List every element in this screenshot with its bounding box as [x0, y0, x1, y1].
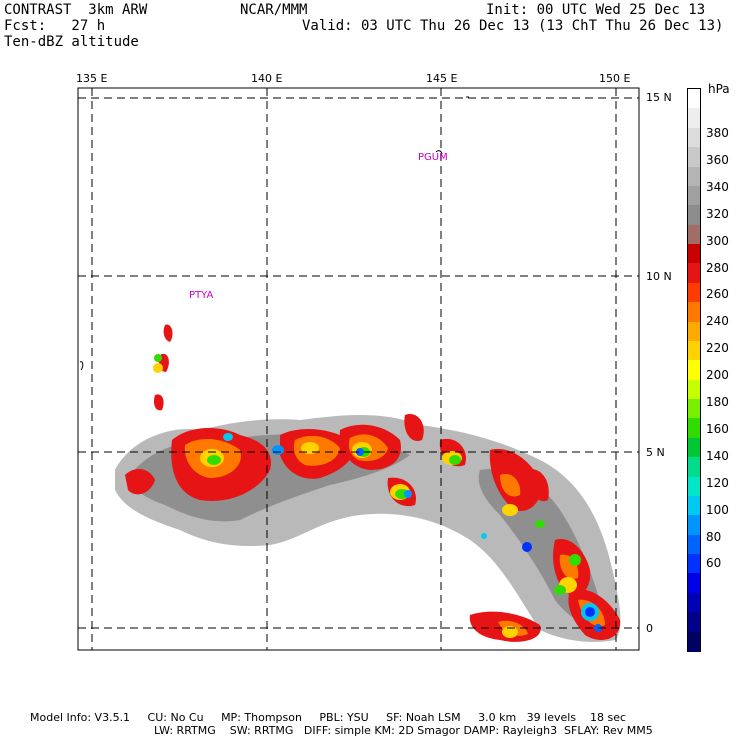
model-info-line2: LW: RRTMG SW: RRTMG DIFF: simple KM: 2D …	[154, 724, 653, 737]
colorbar-label: 300	[706, 233, 729, 248]
colorbar-label: 140	[706, 448, 729, 463]
colorbar-segment	[688, 495, 700, 516]
colorbar-label: 100	[706, 502, 729, 517]
model-title: CONTRAST 3km ARW	[4, 2, 148, 18]
colorbar-segment	[688, 573, 700, 594]
colorbar-segment	[688, 379, 700, 400]
colorbar-segment	[688, 127, 700, 148]
colorbar-segment	[688, 185, 700, 206]
colorbar-segment	[688, 612, 700, 633]
station-label-ptya: PTYA	[189, 290, 214, 301]
colorbar-segment	[688, 224, 700, 245]
colorbar-segment	[688, 515, 700, 536]
cloud-green-cores	[154, 354, 581, 595]
colorbar-segment	[688, 592, 700, 613]
colorbar-label: 320	[706, 206, 729, 221]
lat-label-5n: 5 N	[646, 446, 665, 459]
colorbar-segment	[688, 244, 700, 265]
colorbar-label: 120	[706, 475, 729, 490]
colorbar-label: 200	[706, 368, 729, 383]
lon-label-135: 135 E	[76, 72, 108, 85]
colorbar-label: 340	[706, 179, 729, 194]
colorbar-segment	[688, 360, 700, 381]
field-name: Ten-dBZ altitude	[4, 34, 139, 50]
lat-label-0: 0	[646, 622, 653, 635]
colorbar-segment	[688, 340, 700, 361]
colorbar-segment	[688, 476, 700, 497]
colorbar-segment	[688, 282, 700, 303]
colorbar-segment	[688, 108, 700, 129]
colorbar-segment	[688, 457, 700, 478]
station-label-pgum: PGUM	[418, 152, 448, 163]
colorbar-segment	[688, 554, 700, 575]
colorbar-label: 240	[706, 314, 729, 329]
coastline	[79, 96, 469, 371]
colorbar-segment	[688, 399, 700, 420]
colorbar-segment	[688, 437, 700, 458]
colorbar-label: 160	[706, 421, 729, 436]
init-time: Init: 00 UTC Wed 25 Dec 13	[486, 2, 706, 18]
colorbar-unit: hPa	[708, 82, 730, 96]
organization: NCAR/MMM	[240, 2, 308, 18]
colorbar-label: 180	[706, 395, 729, 409]
colorbar-segment	[688, 321, 700, 342]
colorbar-label: 220	[706, 341, 729, 356]
lon-label-140: 140 E	[251, 72, 283, 85]
colorbar-label: 60	[706, 556, 722, 571]
colorbar-segment	[688, 631, 700, 652]
colorbar-label: 380	[706, 126, 729, 140]
valid-time: Valid: 03 UTC Thu 26 Dec 13 (13 ChT Thu …	[302, 18, 724, 34]
colorbar-segment	[688, 89, 700, 109]
colorbar-segment	[688, 147, 700, 168]
lon-label-145: 145 E	[426, 72, 458, 85]
colorbar-label: 260	[706, 287, 729, 302]
latlon-grid	[78, 88, 639, 650]
colorbar-label: 80	[706, 529, 722, 544]
lon-label-150: 150 E	[599, 72, 631, 85]
colorbar-segment	[688, 302, 700, 323]
colorbar-label: 360	[706, 152, 729, 167]
colorbar-segment	[688, 534, 700, 555]
map-frame	[77, 87, 640, 651]
colorbar-segment	[688, 205, 700, 226]
colorbar-segment	[688, 166, 700, 187]
colorbar-segment	[688, 263, 700, 284]
model-info-line1: Model Info: V3.5.1 CU: No Cu MP: Thompso…	[30, 711, 627, 724]
colorbar	[687, 88, 701, 652]
lat-label-10n: 10 N	[646, 270, 672, 283]
forecast-hour: Fcst: 27 h	[4, 18, 106, 34]
colorbar-label: 280	[706, 260, 729, 275]
colorbar-segment	[688, 418, 700, 439]
lat-label-15n: 15 N	[646, 91, 672, 104]
